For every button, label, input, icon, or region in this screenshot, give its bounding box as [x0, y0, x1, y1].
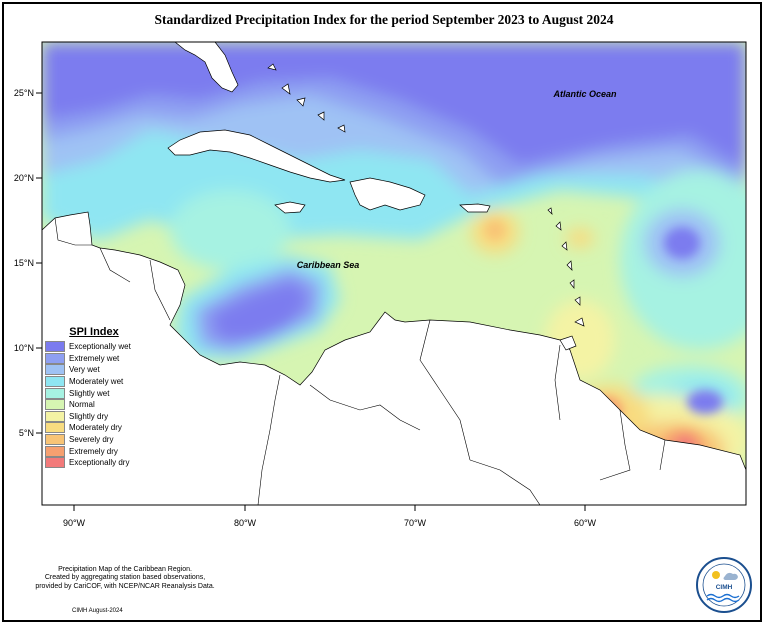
- spi-field: [42, 42, 746, 505]
- legend-label: Very wet: [69, 365, 100, 375]
- lat-label: 25°N: [14, 88, 34, 98]
- legend-item: Moderately dry: [45, 422, 147, 434]
- map-border: [41, 41, 747, 506]
- legend-item: Moderately wet: [45, 376, 147, 388]
- map-title: Standardized Precipitation Index for the…: [154, 12, 614, 27]
- legend-label: Extremely dry: [69, 446, 118, 456]
- note-line: Created by aggregating station based obs…: [44, 574, 206, 582]
- lon-label: 60°W: [574, 518, 597, 528]
- legend-item: Extremely dry: [45, 445, 147, 457]
- legend-label: Slightly wet: [69, 388, 110, 398]
- note-line: Precipitation Map of the Caribbean Regio…: [58, 566, 192, 573]
- legend-item: Slightly dry: [45, 410, 147, 423]
- lon-label: 70°W: [404, 518, 427, 528]
- legend-swatch: [45, 410, 65, 422]
- legend-item: Exceptionally wet: [45, 341, 147, 353]
- legend-swatch: [45, 352, 65, 364]
- lat-label: 10°N: [14, 343, 34, 353]
- atlantic-ocean-label: Atlantic Ocean: [552, 89, 617, 99]
- map-notes: Precipitation Map of the Caribbean Regio…: [20, 566, 230, 591]
- legend-label: Normal: [69, 400, 95, 410]
- legend-swatch: [45, 422, 65, 434]
- note-line: provided by CariCOF, with NCEP/NCAR Rean…: [35, 582, 215, 590]
- legend-label: Exceptionally wet: [69, 342, 131, 352]
- legend-items: Exceptionally wet Extremely wet Very wet Mo…: [45, 341, 147, 469]
- credit-text: CIMH August-2024: [72, 608, 123, 614]
- land-masses: [42, 42, 746, 505]
- lat-label: 15°N: [14, 258, 34, 268]
- logo-text: CIMH: [716, 584, 733, 591]
- lat-label: 5°N: [19, 428, 34, 438]
- legend-item: Normal: [45, 399, 147, 411]
- legend-label: Moderately dry: [69, 423, 122, 433]
- legend-item: Extremely wet: [45, 352, 147, 365]
- lon-label: 90°W: [63, 518, 86, 528]
- legend-swatch: [45, 457, 65, 469]
- spi-legend: SPI Index Exceptionally wet Extremely wet…: [45, 326, 147, 469]
- legend-title: SPI Index: [69, 326, 119, 338]
- legend-item: Exceptionally dry: [45, 457, 147, 469]
- borders: [54, 217, 666, 505]
- legend-item: Slightly wet: [45, 387, 147, 399]
- caribbean-sea-label: Caribbean Sea: [297, 260, 360, 270]
- legend-swatch: [45, 364, 65, 376]
- lat-label: 20°N: [14, 173, 34, 183]
- cimh-logo-icon: CIMH: [696, 557, 752, 613]
- legend-swatch: [45, 399, 65, 411]
- legend-label: Slightly dry: [69, 411, 109, 421]
- legend-swatch: [45, 341, 65, 353]
- legend-swatch: [45, 387, 65, 399]
- legend-label: Severely dry: [69, 435, 114, 445]
- legend-swatch: [45, 434, 65, 446]
- lon-label: 80°W: [234, 518, 257, 528]
- legend-label: Moderately wet: [69, 377, 124, 387]
- legend-label: Extremely wet: [69, 353, 120, 363]
- legend-swatch: [45, 376, 65, 388]
- legend-item: Severely dry: [45, 434, 147, 446]
- legend-swatch: [45, 445, 65, 457]
- legend-item: Very wet: [45, 364, 147, 376]
- legend-label: Exceptionally dry: [69, 458, 130, 468]
- page-frame: [2, 2, 762, 622]
